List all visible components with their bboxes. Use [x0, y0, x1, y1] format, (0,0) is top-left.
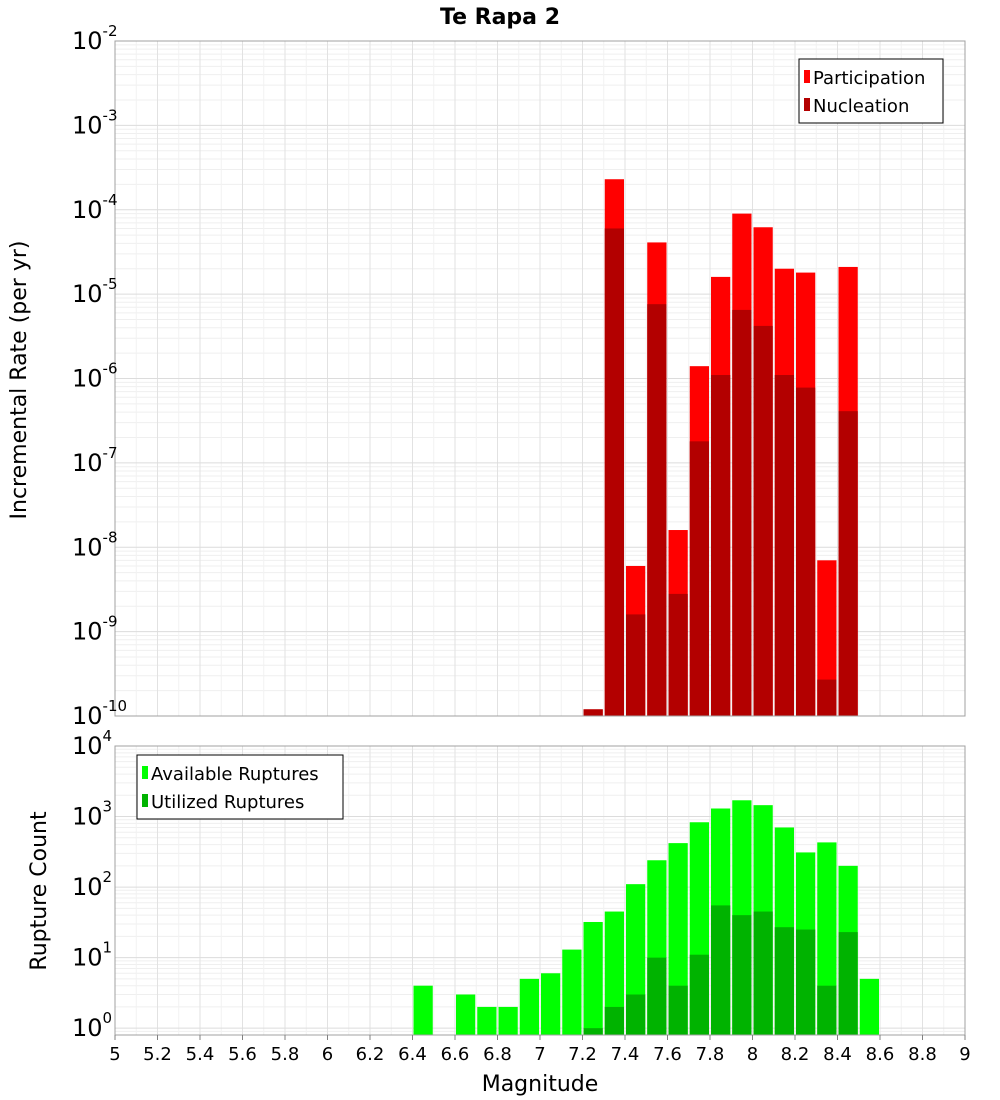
top-y-tick-label: 10-8	[72, 528, 118, 561]
bottom-grid-x	[114, 746, 966, 1035]
bottom-y-axis-label: Rupture Count	[27, 811, 52, 971]
bottom-y-tick-label: 100	[72, 1009, 112, 1042]
x-tick-label: 5	[109, 1044, 120, 1065]
bottom-legend-box	[136, 754, 344, 820]
bottom-bar	[732, 915, 752, 1035]
top-bar	[753, 325, 773, 716]
bottom-y-tick-label: 104	[72, 727, 112, 760]
bottom-legend-label: Utilized Ruptures	[151, 792, 304, 813]
bottom-y-tick-label: 101	[72, 939, 112, 972]
top-bar	[732, 309, 752, 716]
bottom-bar	[498, 1006, 518, 1035]
x-tick-label: 8.4	[823, 1044, 852, 1065]
bottom-bar	[541, 973, 561, 1035]
top-bar	[838, 411, 858, 716]
x-tick-label: 8.6	[866, 1044, 895, 1065]
x-axis-label: Magnitude	[482, 1072, 599, 1097]
top-bar	[689, 441, 709, 716]
x-tick-label: 7.8	[696, 1044, 725, 1065]
x-tick-label: 6.6	[441, 1044, 470, 1065]
bottom-bar	[519, 978, 539, 1035]
top-bar	[774, 375, 794, 716]
top-legend-label: Nucleation	[813, 96, 909, 117]
x-tick-label: 9	[959, 1044, 970, 1065]
bottom-bar	[604, 1006, 624, 1035]
bottom-bar	[413, 985, 433, 1035]
top-series-1	[583, 228, 858, 716]
rupture-count-panel: 100 101 102 103 104 Available Ruptures Utilize…	[72, 727, 971, 1065]
top-bar	[626, 614, 646, 716]
bottom-legend-label: Available Ruptures	[151, 764, 319, 785]
bottom-bar	[711, 905, 731, 1035]
x-tick-label: 5.2	[143, 1044, 172, 1065]
top-bar	[817, 560, 837, 716]
bottom-y-tick-label: 103	[72, 798, 112, 831]
top-y-tick-label: 10-6	[72, 360, 118, 393]
x-tick-label: 5.8	[271, 1044, 300, 1065]
top-legend-label: Participation	[813, 68, 925, 89]
bottom-bar	[859, 978, 879, 1035]
top-bar	[647, 304, 667, 716]
bottom-bar	[668, 985, 688, 1035]
top-y-tick-label: 10-5	[72, 275, 118, 308]
top-bar	[668, 593, 688, 716]
x-tick-label: 5.6	[228, 1044, 257, 1065]
top-frame	[114, 40, 966, 717]
bottom-bar	[774, 927, 794, 1035]
x-tick-labels: 5 5.2 5.4 5.6 5.8 6 6.2 6.4 6.6 6.8 7 7.2 7.4 7.6 7.8 8…	[109, 1035, 971, 1065]
bottom-bar	[562, 949, 582, 1035]
bottom-bar	[753, 911, 773, 1035]
x-tick-label: 7	[534, 1044, 545, 1065]
x-tick-label: 6	[322, 1044, 333, 1065]
x-tick-label: 5.4	[186, 1044, 215, 1065]
bottom-bar	[689, 954, 709, 1035]
x-tick-label: 7.4	[611, 1044, 640, 1065]
bottom-bar	[838, 932, 858, 1035]
bottom-bar	[647, 957, 667, 1035]
x-tick-label: 8.8	[908, 1044, 937, 1065]
bottom-bar	[796, 929, 816, 1035]
top-y-tick-label: 10-4	[72, 191, 118, 224]
rate-panel: 10-10 10-9 10-8 10-7 10-6 10-5 10-4 10-3 10-2 Par…	[72, 22, 966, 730]
x-tick-label: 6.2	[356, 1044, 385, 1065]
top-bar	[604, 228, 624, 716]
bottom-series-1	[583, 905, 858, 1035]
top-y-axis-label: Incremental Rate (per yr)	[7, 241, 32, 520]
chart-title: Te Rapa 2	[440, 5, 560, 30]
x-tick-label: 6.8	[483, 1044, 512, 1065]
top-bar	[711, 375, 731, 716]
bottom-legend-swatch	[142, 794, 148, 807]
x-tick-label: 7.6	[653, 1044, 682, 1065]
x-tick-label: 6.4	[398, 1044, 427, 1065]
top-y-tick-label: 10-10	[72, 697, 127, 730]
bottom-bar	[817, 985, 837, 1035]
bottom-legend-swatch	[142, 766, 148, 779]
bottom-y-tick-label: 102	[72, 868, 112, 901]
x-tick-label: 8.2	[781, 1044, 810, 1065]
top-bar	[796, 387, 816, 716]
top-legend-swatch	[804, 70, 810, 83]
x-tick-label: 7.2	[568, 1044, 597, 1065]
top-y-tick-label: 10-7	[72, 444, 118, 477]
bottom-bar	[456, 994, 476, 1035]
top-legend-box	[798, 58, 944, 124]
bottom-bar	[604, 911, 624, 1035]
top-y-tick-label: 10-9	[72, 613, 118, 646]
bottom-bar	[477, 1006, 497, 1035]
top-bar	[583, 709, 603, 716]
top-legend-swatch	[804, 98, 810, 111]
bottom-bar	[583, 921, 603, 1035]
top-y-tick-label: 10-3	[72, 106, 118, 139]
bottom-bar	[583, 1028, 603, 1035]
bottom-bar	[626, 994, 646, 1035]
x-tick-label: 8	[747, 1044, 758, 1065]
top-bar	[817, 679, 837, 716]
top-y-tick-label: 10-2	[72, 22, 118, 55]
